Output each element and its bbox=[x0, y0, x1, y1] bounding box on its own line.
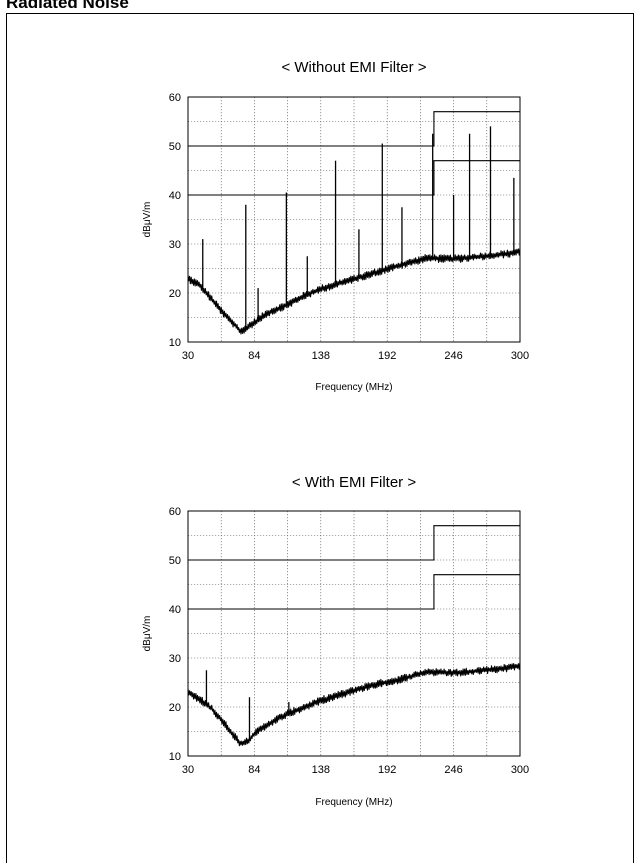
chart-without-filter: < Without EMI Filter > Frequency (MHz) d… bbox=[142, 59, 529, 393]
y-tick-label: 60 bbox=[169, 506, 181, 518]
y-tick-label: 10 bbox=[169, 751, 181, 763]
x-axis-label: Frequency (MHz) bbox=[315, 382, 392, 393]
x-tick-label: 138 bbox=[312, 764, 330, 776]
x-tick-label: 30 bbox=[182, 764, 194, 776]
chart-title: < With EMI Filter > bbox=[292, 474, 416, 491]
limit-line bbox=[188, 574, 520, 610]
y-axis-label: dBμV/m bbox=[142, 202, 153, 238]
x-tick-label: 246 bbox=[444, 350, 462, 362]
y-axis-label: dBμV/m bbox=[142, 616, 153, 652]
x-tick-label: 300 bbox=[511, 764, 529, 776]
y-tick-label: 50 bbox=[169, 141, 181, 153]
y-tick-label: 20 bbox=[169, 702, 181, 714]
x-tick-label: 192 bbox=[378, 350, 396, 362]
content-frame bbox=[6, 13, 634, 863]
y-tick-label: 40 bbox=[169, 604, 181, 616]
x-tick-label: 246 bbox=[444, 764, 462, 776]
x-tick-label: 300 bbox=[511, 350, 529, 362]
plot-border bbox=[187, 510, 521, 757]
y-tick-label: 60 bbox=[169, 92, 181, 104]
plot-border bbox=[187, 96, 521, 343]
x-tick-label: 84 bbox=[248, 764, 260, 776]
y-tick-label: 30 bbox=[169, 653, 181, 665]
limit-line bbox=[188, 111, 520, 147]
x-axis-label: Frequency (MHz) bbox=[315, 797, 392, 808]
chart-title: < Without EMI Filter > bbox=[281, 59, 426, 76]
y-tick-label: 10 bbox=[169, 337, 181, 349]
noise-trace bbox=[187, 661, 521, 747]
y-tick-label: 50 bbox=[169, 555, 181, 567]
page-heading: Radiated Noise bbox=[6, 0, 129, 12]
y-tick-label: 30 bbox=[169, 239, 181, 251]
noise-trace bbox=[187, 248, 521, 335]
y-tick-label: 40 bbox=[169, 190, 181, 202]
x-tick-label: 138 bbox=[312, 350, 330, 362]
chart-with-filter: < With EMI Filter > Frequency (MHz) dBμV… bbox=[142, 474, 529, 808]
limit-line bbox=[188, 160, 520, 196]
y-tick-label: 20 bbox=[169, 288, 181, 300]
x-tick-label: 192 bbox=[378, 764, 396, 776]
x-tick-label: 30 bbox=[182, 350, 194, 362]
limit-line bbox=[188, 525, 520, 561]
x-tick-label: 84 bbox=[248, 350, 260, 362]
